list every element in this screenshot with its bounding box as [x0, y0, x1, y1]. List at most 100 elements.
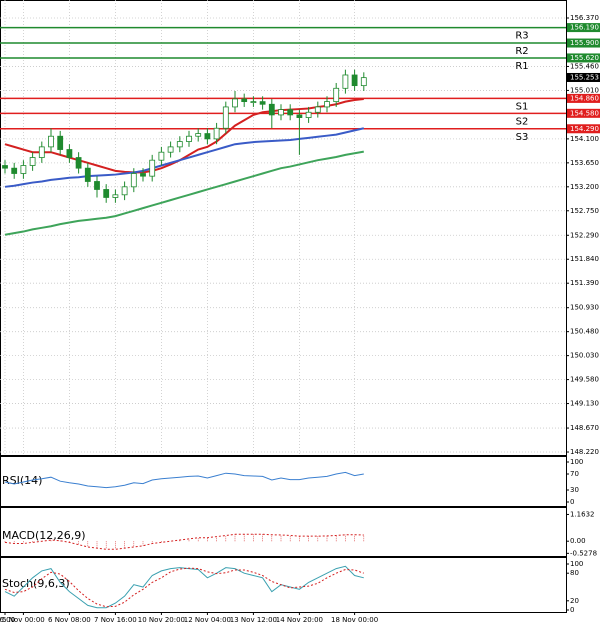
y-tick-label: 20 — [570, 597, 579, 605]
candle-body — [351, 74, 358, 87]
candle-body — [20, 165, 27, 174]
level-tag — [567, 53, 600, 63]
level-tag — [567, 93, 600, 103]
candle-body — [324, 101, 330, 108]
y-tick-label: 155.010 — [570, 86, 599, 94]
y-tick-label: 0.00 — [570, 537, 586, 545]
level-tag — [567, 38, 600, 48]
indicator-title: Stoch(9,6,3) — [2, 577, 70, 590]
level-value: 155.620 — [570, 54, 599, 62]
y-tick-label: 150.030 — [570, 352, 599, 360]
candle-body — [11, 167, 18, 174]
last-price-tag — [567, 72, 600, 82]
candle-body — [287, 109, 294, 116]
candle-body — [158, 151, 165, 161]
level-name: R1 — [515, 61, 528, 72]
y-tick-label: 156.370 — [570, 14, 599, 22]
level-name: S1 — [516, 101, 529, 112]
level-value: 154.860 — [570, 94, 599, 102]
panel-frame — [0, 557, 567, 613]
indicator-line — [4, 150, 364, 236]
candle-body — [29, 157, 36, 166]
candle-body — [195, 133, 202, 137]
y-tick-label: 148.670 — [570, 424, 599, 432]
indicator-title: RSI(14) — [2, 474, 42, 487]
candle-body — [149, 159, 156, 177]
y-tick-label: 150.480 — [570, 328, 599, 336]
candle-body — [75, 157, 82, 169]
y-tick-label: 1.1632 — [570, 510, 595, 518]
indicator-line — [4, 97, 364, 174]
y-tick-label: 154.100 — [570, 135, 599, 143]
y-tick-label: 153.200 — [570, 183, 599, 191]
y-tick-label: 0 — [570, 498, 574, 506]
level-tag — [567, 23, 600, 33]
last-price: 155.253 — [570, 73, 599, 81]
candle-body — [360, 77, 367, 87]
level-value: 156.190 — [570, 24, 599, 32]
candle-body — [278, 109, 284, 116]
candle-body — [250, 101, 257, 104]
indicator-title: MACD(12,26,9) — [2, 529, 86, 542]
candle-body — [305, 111, 312, 118]
candle-body — [268, 103, 275, 116]
candle-body — [167, 146, 174, 153]
y-tick-label: 149.580 — [570, 376, 599, 384]
y-tick-label: 70 — [570, 470, 579, 478]
candle-body — [186, 135, 192, 142]
x-tick-label: 12 Nov 04:00 — [184, 616, 231, 624]
y-tick-label: 151.840 — [570, 255, 599, 263]
candle-body — [121, 186, 128, 196]
y-tick-label: 0 — [570, 606, 574, 614]
level-tag — [567, 108, 600, 118]
candle-body — [176, 141, 183, 148]
y-tick-label: 149.130 — [570, 400, 599, 408]
x-tick-label: 10 Nov 20:00 — [138, 616, 185, 624]
level-name: S2 — [516, 116, 529, 127]
x-tick-label: 6 Nov 08:00 — [48, 616, 91, 624]
candle-body — [213, 127, 220, 140]
x-tick-label: 16:00 — [0, 616, 15, 624]
indicator-line — [4, 127, 365, 188]
candle-body — [296, 114, 303, 118]
y-tick-label: 152.290 — [570, 231, 599, 239]
y-tick-label: 100 — [570, 560, 583, 568]
candle-body — [204, 133, 211, 140]
y-tick-label: 80 — [570, 569, 579, 577]
level-name: S3 — [516, 132, 529, 143]
candle-body — [2, 165, 8, 169]
candle-body — [103, 189, 110, 198]
level-value: 154.290 — [570, 125, 599, 133]
x-tick-label: 14 Nov 20:00 — [276, 616, 323, 624]
candle-body — [112, 194, 119, 198]
candle-body — [57, 135, 64, 150]
x-tick-label: 13 Nov 12:00 — [230, 616, 277, 624]
panel-frame — [0, 507, 567, 557]
candle-body — [342, 74, 349, 89]
indicator-line — [4, 567, 364, 608]
candle-body — [259, 101, 266, 105]
y-tick-label: 148.220 — [570, 448, 599, 456]
candle-body — [84, 167, 91, 182]
candle-body — [66, 149, 73, 158]
macd-line — [4, 533, 364, 550]
candle-body — [333, 87, 340, 103]
y-tick-label: 152.750 — [570, 207, 599, 215]
level-value: 155.900 — [570, 39, 599, 47]
candle-body — [48, 135, 54, 148]
candle-body — [94, 181, 100, 190]
x-tick-label: 5 Nov 00:00 — [2, 616, 45, 624]
panel-frame — [0, 456, 567, 507]
candle-body — [130, 173, 137, 188]
level-tag — [567, 124, 600, 134]
level-name: R3 — [515, 31, 528, 42]
level-name: R2 — [515, 46, 528, 57]
indicator-line — [4, 471, 364, 489]
level-value: 154.580 — [570, 109, 599, 117]
panel-frame — [0, 0, 567, 456]
candle-body — [38, 146, 45, 158]
candle-body — [140, 173, 146, 177]
candle-body — [232, 98, 238, 108]
x-tick-label: 18 Nov 00:00 — [331, 616, 378, 624]
